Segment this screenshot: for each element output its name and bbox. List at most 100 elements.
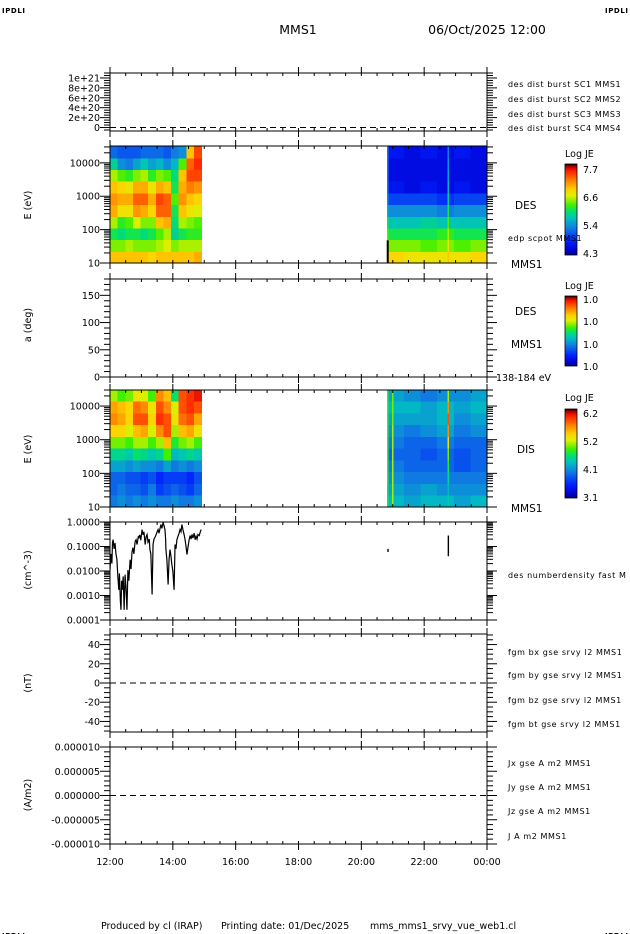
spectrogram-cell — [125, 227, 134, 241]
spectrogram-cell — [186, 192, 195, 206]
x-tick-label: 14:00 — [159, 857, 186, 868]
spectrogram-feature-line — [392, 390, 394, 402]
spectrogram-cell — [470, 436, 487, 449]
spectrogram-feature-line — [392, 436, 394, 449]
spectrogram-cell — [186, 424, 195, 437]
spectrogram-cell — [453, 227, 471, 241]
corner-mark-bottom-left: IPDLI — [2, 932, 26, 934]
spectrogram-cell — [178, 239, 187, 252]
spectrogram-cell — [132, 251, 142, 263]
spectrogram-cell — [387, 436, 405, 449]
spectrogram-cell — [470, 251, 487, 263]
spectrogram-cell — [437, 401, 455, 414]
spectrogram-cell — [140, 390, 149, 402]
spectrogram-cell — [194, 424, 203, 437]
spectrogram-cell — [110, 448, 119, 461]
colorbar: Log JE 7.7 6.6 5.4 4.3 — [564, 149, 598, 260]
spectrogram-feature-line — [387, 401, 389, 414]
spectrogram-cell — [470, 157, 487, 171]
spectrogram-feature-line — [387, 483, 389, 496]
spectrogram-cell — [148, 251, 157, 263]
y-tick-label: 100 — [82, 469, 100, 480]
series-line — [110, 522, 202, 610]
spectrogram-feature-line — [447, 390, 450, 402]
spectrogram-feature-line — [447, 169, 450, 182]
spectrogram-cell — [140, 448, 149, 461]
spectrogram-cell — [163, 412, 172, 426]
spectrogram-cell — [171, 459, 180, 473]
x-tick-label: 20:00 — [348, 857, 375, 868]
spectrogram-cell — [117, 169, 126, 182]
spectrogram-cell — [132, 157, 142, 171]
spectrogram-cell — [148, 436, 157, 449]
spectrogram-cell — [132, 390, 142, 402]
spectrogram-cell — [117, 227, 126, 241]
spectrogram-cell — [171, 436, 180, 449]
spectrogram-cell — [117, 157, 126, 171]
spectrogram-cell — [117, 146, 126, 159]
spectrogram-cell — [453, 401, 471, 414]
spectrogram-cell — [453, 169, 471, 182]
plot-area — [110, 390, 487, 507]
spectrogram-cell — [163, 390, 172, 402]
colorbar-tick-label: 4.1 — [583, 465, 598, 476]
spectrogram-cell — [171, 424, 180, 437]
spectrogram-feature-line — [392, 495, 394, 507]
spectrogram-cell — [140, 181, 149, 194]
x-tick-label: 18:00 — [285, 857, 312, 868]
y-tick-label: 10 — [88, 503, 100, 514]
corner-mark-bottom-right: IPDLI — [605, 932, 629, 934]
spectrogram-cell — [387, 216, 405, 229]
spectrogram-cell — [194, 412, 203, 426]
spectrogram-cell — [186, 239, 195, 252]
spectrogram-cell — [387, 459, 405, 473]
plot-datetime: 06/Oct/2025 12:00 — [428, 22, 546, 37]
spectrogram-cell — [404, 192, 422, 206]
spectrogram-cell — [437, 204, 455, 217]
colorbar-tick-label: 1.0 — [583, 295, 598, 306]
spectrogram-cell — [470, 424, 487, 437]
colorbar-title: Log JE — [565, 281, 594, 292]
colorbar-tick-label: 6.6 — [583, 193, 598, 204]
spectrogram-cell — [178, 401, 187, 414]
spectrogram-cell — [110, 169, 119, 182]
spectrogram-cell — [155, 495, 164, 507]
y-tick-label: 4e+20 — [68, 103, 100, 114]
spectrogram-cell — [110, 239, 119, 252]
spectrogram-cell — [163, 401, 172, 414]
spectrogram-cell — [117, 471, 126, 484]
dis-spacecraft-label: MMS1 — [511, 503, 542, 515]
spectrogram-feature-line — [447, 436, 450, 449]
spectrogram-cell — [148, 483, 157, 496]
spectrogram-cell — [125, 192, 134, 206]
spectrogram-cell — [387, 204, 405, 217]
spectrogram-cell — [125, 412, 134, 426]
spectrogram-feature-line — [387, 448, 389, 461]
spectrogram-cell — [437, 169, 455, 182]
spectrogram-cell — [470, 169, 487, 182]
spectrogram-cell — [178, 251, 187, 263]
spectrogram-cell — [148, 424, 157, 437]
spectrogram-feature-line — [447, 495, 450, 507]
spectrogram-cell — [171, 146, 180, 159]
spectrogram-cell — [163, 483, 172, 496]
spectrogram-cell — [178, 157, 187, 171]
spectrogram-cell — [178, 495, 187, 507]
spectrogram-cell — [117, 401, 126, 414]
spectrogram-cell — [125, 459, 134, 473]
spectrogram-cell — [132, 216, 142, 229]
legend-entry-sc1: des dist burst SC1 MMS1 — [508, 80, 621, 89]
spectrogram-feature-line — [447, 459, 450, 473]
spectrogram-cell — [171, 157, 180, 171]
spectrogram-cell — [148, 181, 157, 194]
spectrogram-feature-line — [447, 483, 450, 496]
spectrogram-cell — [155, 483, 164, 496]
spectrogram-cell — [387, 448, 405, 461]
panel-des-energy-spectrogram: 10 100 1000 10000 Log JE 7.7 6.6 5.4 4.3 — [70, 140, 598, 270]
spectrogram-cell — [163, 216, 172, 229]
spectrogram-cell — [140, 192, 149, 206]
spectrogram-cell — [437, 483, 455, 496]
spacecraft-title: MMS1 — [279, 22, 316, 37]
spectrogram-cell — [171, 390, 180, 402]
